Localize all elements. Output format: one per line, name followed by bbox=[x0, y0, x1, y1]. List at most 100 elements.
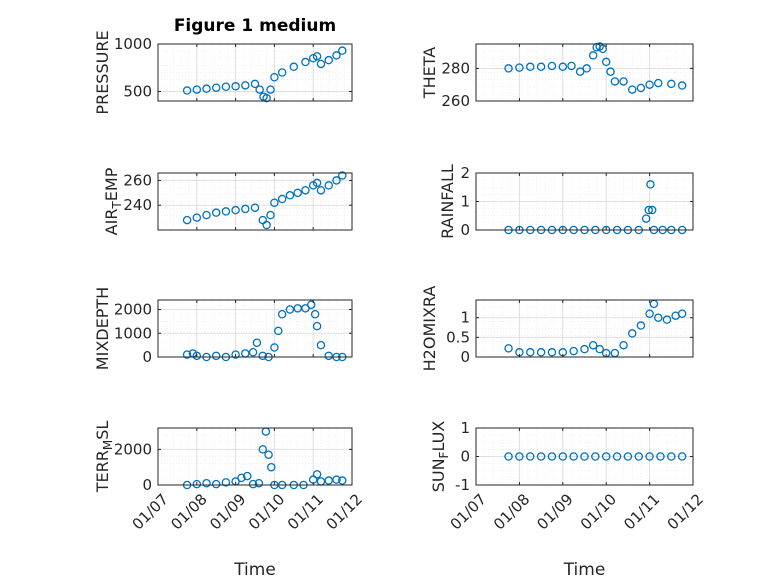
pressure-ylabel: PRESSURE bbox=[93, 30, 112, 114]
y-tick-label: 2 bbox=[460, 164, 470, 182]
y-tick-label: 0 bbox=[460, 221, 470, 239]
air-temp-point bbox=[221, 207, 231, 216]
pressure-point bbox=[250, 79, 260, 89]
x-tick-label: 01/07 bbox=[447, 490, 490, 533]
air-temp-point bbox=[241, 204, 250, 214]
theta-point bbox=[575, 67, 585, 76]
air-temp-ylabel: AIRTEMP bbox=[102, 167, 124, 235]
y-tick-label: 0.5 bbox=[446, 328, 470, 346]
theta-point bbox=[677, 81, 687, 90]
mixdepth-ylabel: MIXDEPTH bbox=[93, 287, 112, 370]
x-tick-label: 01/10 bbox=[577, 490, 620, 533]
pressure-point bbox=[316, 59, 326, 69]
h2omixra-point bbox=[662, 315, 672, 324]
pressure-point bbox=[255, 85, 264, 94]
h2omixra-point bbox=[636, 321, 646, 330]
rainfall-point bbox=[647, 205, 657, 215]
theta-point bbox=[610, 77, 620, 86]
air-temp-point bbox=[182, 215, 192, 225]
figure-title: Figure 1 medium bbox=[174, 16, 336, 36]
air-temp-point bbox=[202, 210, 211, 220]
pressure-point bbox=[202, 84, 211, 93]
mixdepth-point bbox=[182, 350, 192, 359]
pressure-point bbox=[332, 51, 341, 60]
y-tick-label: 1 bbox=[460, 309, 470, 327]
air-temp-point bbox=[250, 203, 260, 212]
rainfall-point bbox=[644, 205, 653, 215]
h2omixra-point bbox=[569, 346, 578, 356]
sun-flux-point bbox=[515, 452, 524, 461]
mixdepth-point bbox=[324, 351, 333, 361]
rainfall-point bbox=[646, 180, 655, 189]
mixdepth-point bbox=[252, 338, 262, 347]
rainfall-point bbox=[641, 214, 651, 223]
sun-flux-point bbox=[612, 452, 622, 461]
sun-flux-point bbox=[526, 452, 535, 461]
pressure-point bbox=[192, 85, 202, 94]
sun-flux-point bbox=[569, 452, 578, 461]
y-tick-label: 1 bbox=[460, 419, 470, 437]
air-temp-point bbox=[332, 176, 341, 185]
x-tick-label: 01/10 bbox=[245, 490, 288, 533]
h2omixra-point bbox=[588, 340, 598, 350]
sun-flux-point bbox=[677, 452, 687, 461]
air-temp-point bbox=[211, 208, 221, 217]
h2omixra-point bbox=[547, 348, 557, 357]
sun-flux-point bbox=[536, 452, 546, 461]
mixdepth-point bbox=[258, 351, 268, 361]
mixdepth-point bbox=[248, 347, 258, 357]
air-temp-point bbox=[266, 210, 275, 220]
pressure-axes-box bbox=[157, 43, 353, 102]
x-tick-label: 01/11 bbox=[284, 490, 327, 533]
pressure-point bbox=[338, 46, 347, 55]
theta-point bbox=[582, 64, 591, 73]
sun-flux-point bbox=[591, 452, 600, 461]
sun-flux-point bbox=[634, 452, 644, 461]
x-tick-label: 01/12 bbox=[664, 490, 707, 533]
pressure-point bbox=[182, 86, 192, 95]
h2omixra-point bbox=[654, 313, 663, 322]
theta-point bbox=[598, 44, 607, 54]
mixdepth-point bbox=[277, 309, 287, 319]
air-temp-point bbox=[324, 181, 333, 190]
mixdepth-point bbox=[231, 350, 240, 359]
h2omixra-axes-box bbox=[475, 299, 694, 358]
air-temp-point bbox=[192, 213, 202, 222]
sun-flux-ylabel: SUNFLUX bbox=[429, 421, 451, 493]
mixdepth-point bbox=[312, 321, 322, 331]
pressure-point bbox=[262, 93, 271, 103]
theta-point bbox=[558, 62, 568, 72]
theta-point bbox=[654, 78, 663, 88]
theta-point bbox=[547, 61, 557, 71]
x-axis-label: Time bbox=[563, 560, 606, 580]
mixdepth-axes-box bbox=[157, 299, 353, 358]
h2omixra-panel: 0 0.51 H2OMIXRA bbox=[420, 286, 694, 371]
terr-msl-point bbox=[192, 479, 202, 489]
h2omixra-point bbox=[645, 309, 654, 319]
sun-flux-point bbox=[656, 452, 665, 461]
air-temp-point bbox=[277, 194, 287, 204]
y-tick-label: 0 bbox=[460, 348, 470, 366]
theta-axes-box bbox=[475, 43, 694, 102]
mixdepth-point bbox=[285, 305, 295, 314]
x-tick-label: 01/09 bbox=[206, 490, 249, 533]
mixdepth-point bbox=[274, 326, 283, 336]
terr-msl-point bbox=[237, 473, 246, 483]
h2omixra-point bbox=[677, 309, 687, 319]
h2omixra-point bbox=[627, 329, 637, 338]
terr-msl-point bbox=[202, 478, 211, 488]
theta-point bbox=[567, 61, 576, 71]
air-temp-point bbox=[293, 188, 302, 198]
theta-point bbox=[526, 62, 535, 72]
rainfall-ylabel: RAINFALL bbox=[438, 164, 457, 239]
mixdepth-point bbox=[192, 351, 202, 361]
sun-flux-point bbox=[558, 452, 568, 461]
terr-msl-point bbox=[258, 445, 268, 454]
terr-msl-point bbox=[312, 470, 322, 479]
